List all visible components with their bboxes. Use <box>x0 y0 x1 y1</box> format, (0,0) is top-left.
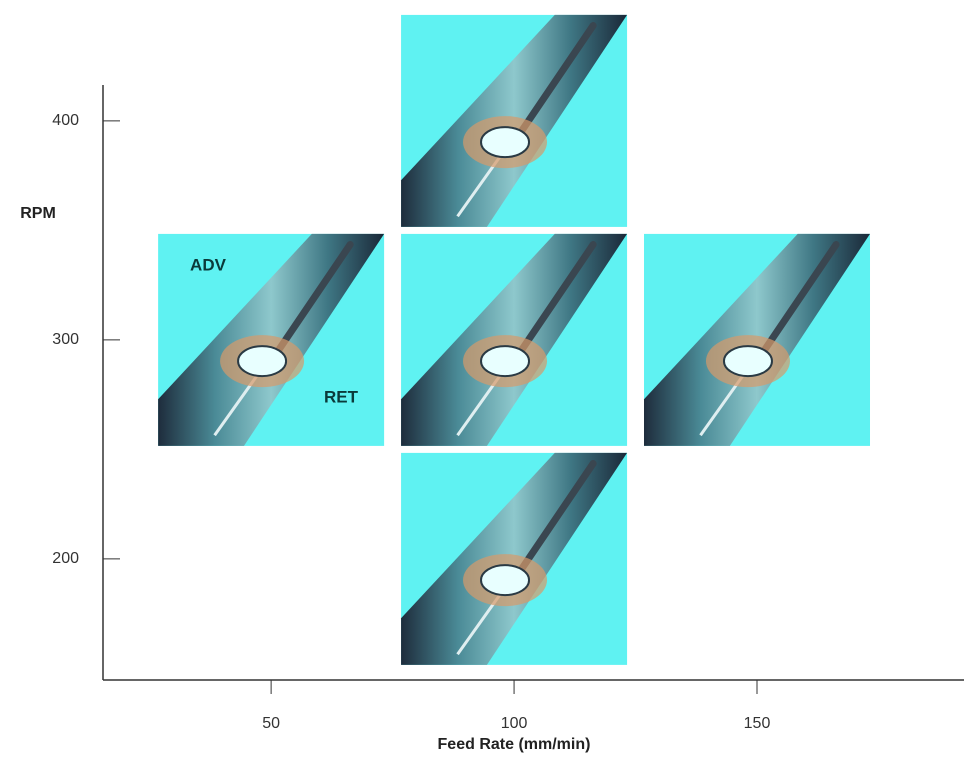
exit-hole <box>481 127 529 157</box>
annotation: RET <box>324 387 359 406</box>
x-tick-label: 150 <box>744 715 771 732</box>
y-tick-label: 400 <box>52 112 79 129</box>
exit-hole <box>481 565 529 595</box>
y-tick-label: 300 <box>52 331 79 348</box>
x-tick-label: 50 <box>262 715 280 732</box>
chart: RPM Feed Rate (mm/min) ADV RET 50 100 150 2… <box>0 0 964 759</box>
weld-image <box>644 234 870 446</box>
x-tick-label: 100 <box>501 715 528 732</box>
weld-image <box>401 234 627 446</box>
annotation: ADV <box>190 255 227 274</box>
weld-image <box>401 15 627 227</box>
x-axis-label: Feed Rate (mm/min) <box>438 736 591 753</box>
y-tick-label: 200 <box>52 550 79 567</box>
tiles <box>158 15 870 665</box>
exit-hole <box>481 346 529 376</box>
exit-hole <box>238 346 286 376</box>
exit-hole <box>724 346 772 376</box>
y-axis-label: RPM <box>20 205 56 222</box>
weld-image <box>401 453 627 665</box>
